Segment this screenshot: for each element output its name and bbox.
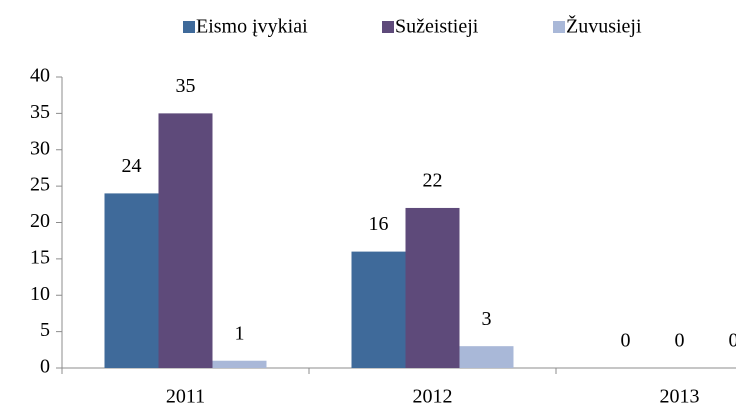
data-label: 16 <box>369 213 389 235</box>
y-tick-label: 40 <box>30 65 50 87</box>
x-tick-label: 2011 <box>166 386 205 408</box>
y-tick-label: 25 <box>30 174 50 196</box>
x-tick-label: 2013 <box>660 386 700 408</box>
bar <box>104 193 159 368</box>
bar <box>459 346 514 368</box>
legend-swatch <box>183 21 195 33</box>
x-tick-label: 2012 <box>413 386 453 408</box>
y-tick-label: 35 <box>30 101 50 123</box>
data-label: 0 <box>621 330 631 352</box>
data-label: 3 <box>482 308 492 330</box>
y-tick-label: 20 <box>30 210 50 232</box>
legend-swatch <box>382 21 394 33</box>
legend-label: Žuvusieji <box>566 15 642 38</box>
legend-swatch <box>553 21 565 33</box>
data-label: 1 <box>235 322 245 344</box>
y-tick-label: 30 <box>30 137 50 159</box>
legend-label: Eismo įvykiai <box>196 16 308 38</box>
data-label: 24 <box>122 155 142 177</box>
data-label: 35 <box>176 75 196 97</box>
y-tick-label: 15 <box>30 246 50 268</box>
data-label: 0 <box>675 330 685 352</box>
bar <box>158 113 213 368</box>
bar <box>405 207 460 368</box>
legend-label: Sužeistieji <box>395 16 479 38</box>
y-tick-label: 5 <box>40 319 50 341</box>
bar <box>351 251 406 368</box>
data-label: 0 <box>729 330 736 352</box>
y-tick-label: 0 <box>40 356 50 378</box>
y-tick-label: 10 <box>30 283 50 305</box>
bar <box>212 360 267 368</box>
data-label: 22 <box>423 170 443 192</box>
